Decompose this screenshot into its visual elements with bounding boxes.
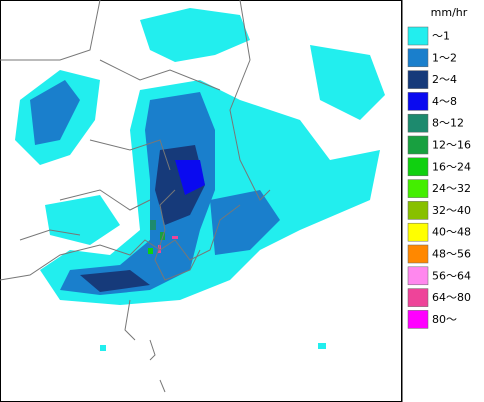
legend-label: 64～80	[432, 291, 471, 304]
legend: ～1 1～2 2～4 4～8 8～12 12～16 16～24 24～32 32～40 40～48…	[407, 26, 471, 329]
legend-label: 1～2	[432, 51, 457, 64]
legend-label: 48～56	[432, 248, 471, 261]
legend-label: 80～	[432, 313, 457, 326]
legend-label: 56～64	[432, 269, 471, 282]
legend-label: 8～12	[432, 117, 464, 130]
legend-swatch	[407, 244, 429, 264]
legend-swatch	[407, 266, 429, 286]
legend-swatch	[407, 92, 429, 111]
legend-swatch	[407, 113, 429, 133]
legend-swatch	[407, 288, 429, 307]
legend-swatch	[407, 26, 429, 46]
legend-label: 4～8	[432, 95, 457, 108]
legend-unit: mm/hr	[431, 6, 468, 19]
legend-swatch	[407, 157, 429, 177]
legend-swatch	[407, 310, 429, 329]
legend-swatch	[407, 222, 429, 242]
legend-swatch	[407, 179, 429, 198]
legend-swatch	[407, 70, 429, 89]
legend-label: 32～40	[432, 204, 471, 217]
legend-label: 24～32	[432, 182, 471, 195]
legend-swatch	[407, 48, 429, 68]
legend-label: 40～48	[432, 226, 471, 239]
legend-label: 2～4	[432, 73, 457, 86]
legend-label: 12～16	[432, 139, 471, 152]
coastlines	[0, 0, 271, 393]
legend-swatch	[407, 135, 429, 155]
rain-areas	[15, 8, 385, 351]
legend-label: ～1	[432, 30, 450, 43]
legend-swatch	[407, 201, 429, 220]
legend-label: 16～24	[432, 160, 471, 173]
